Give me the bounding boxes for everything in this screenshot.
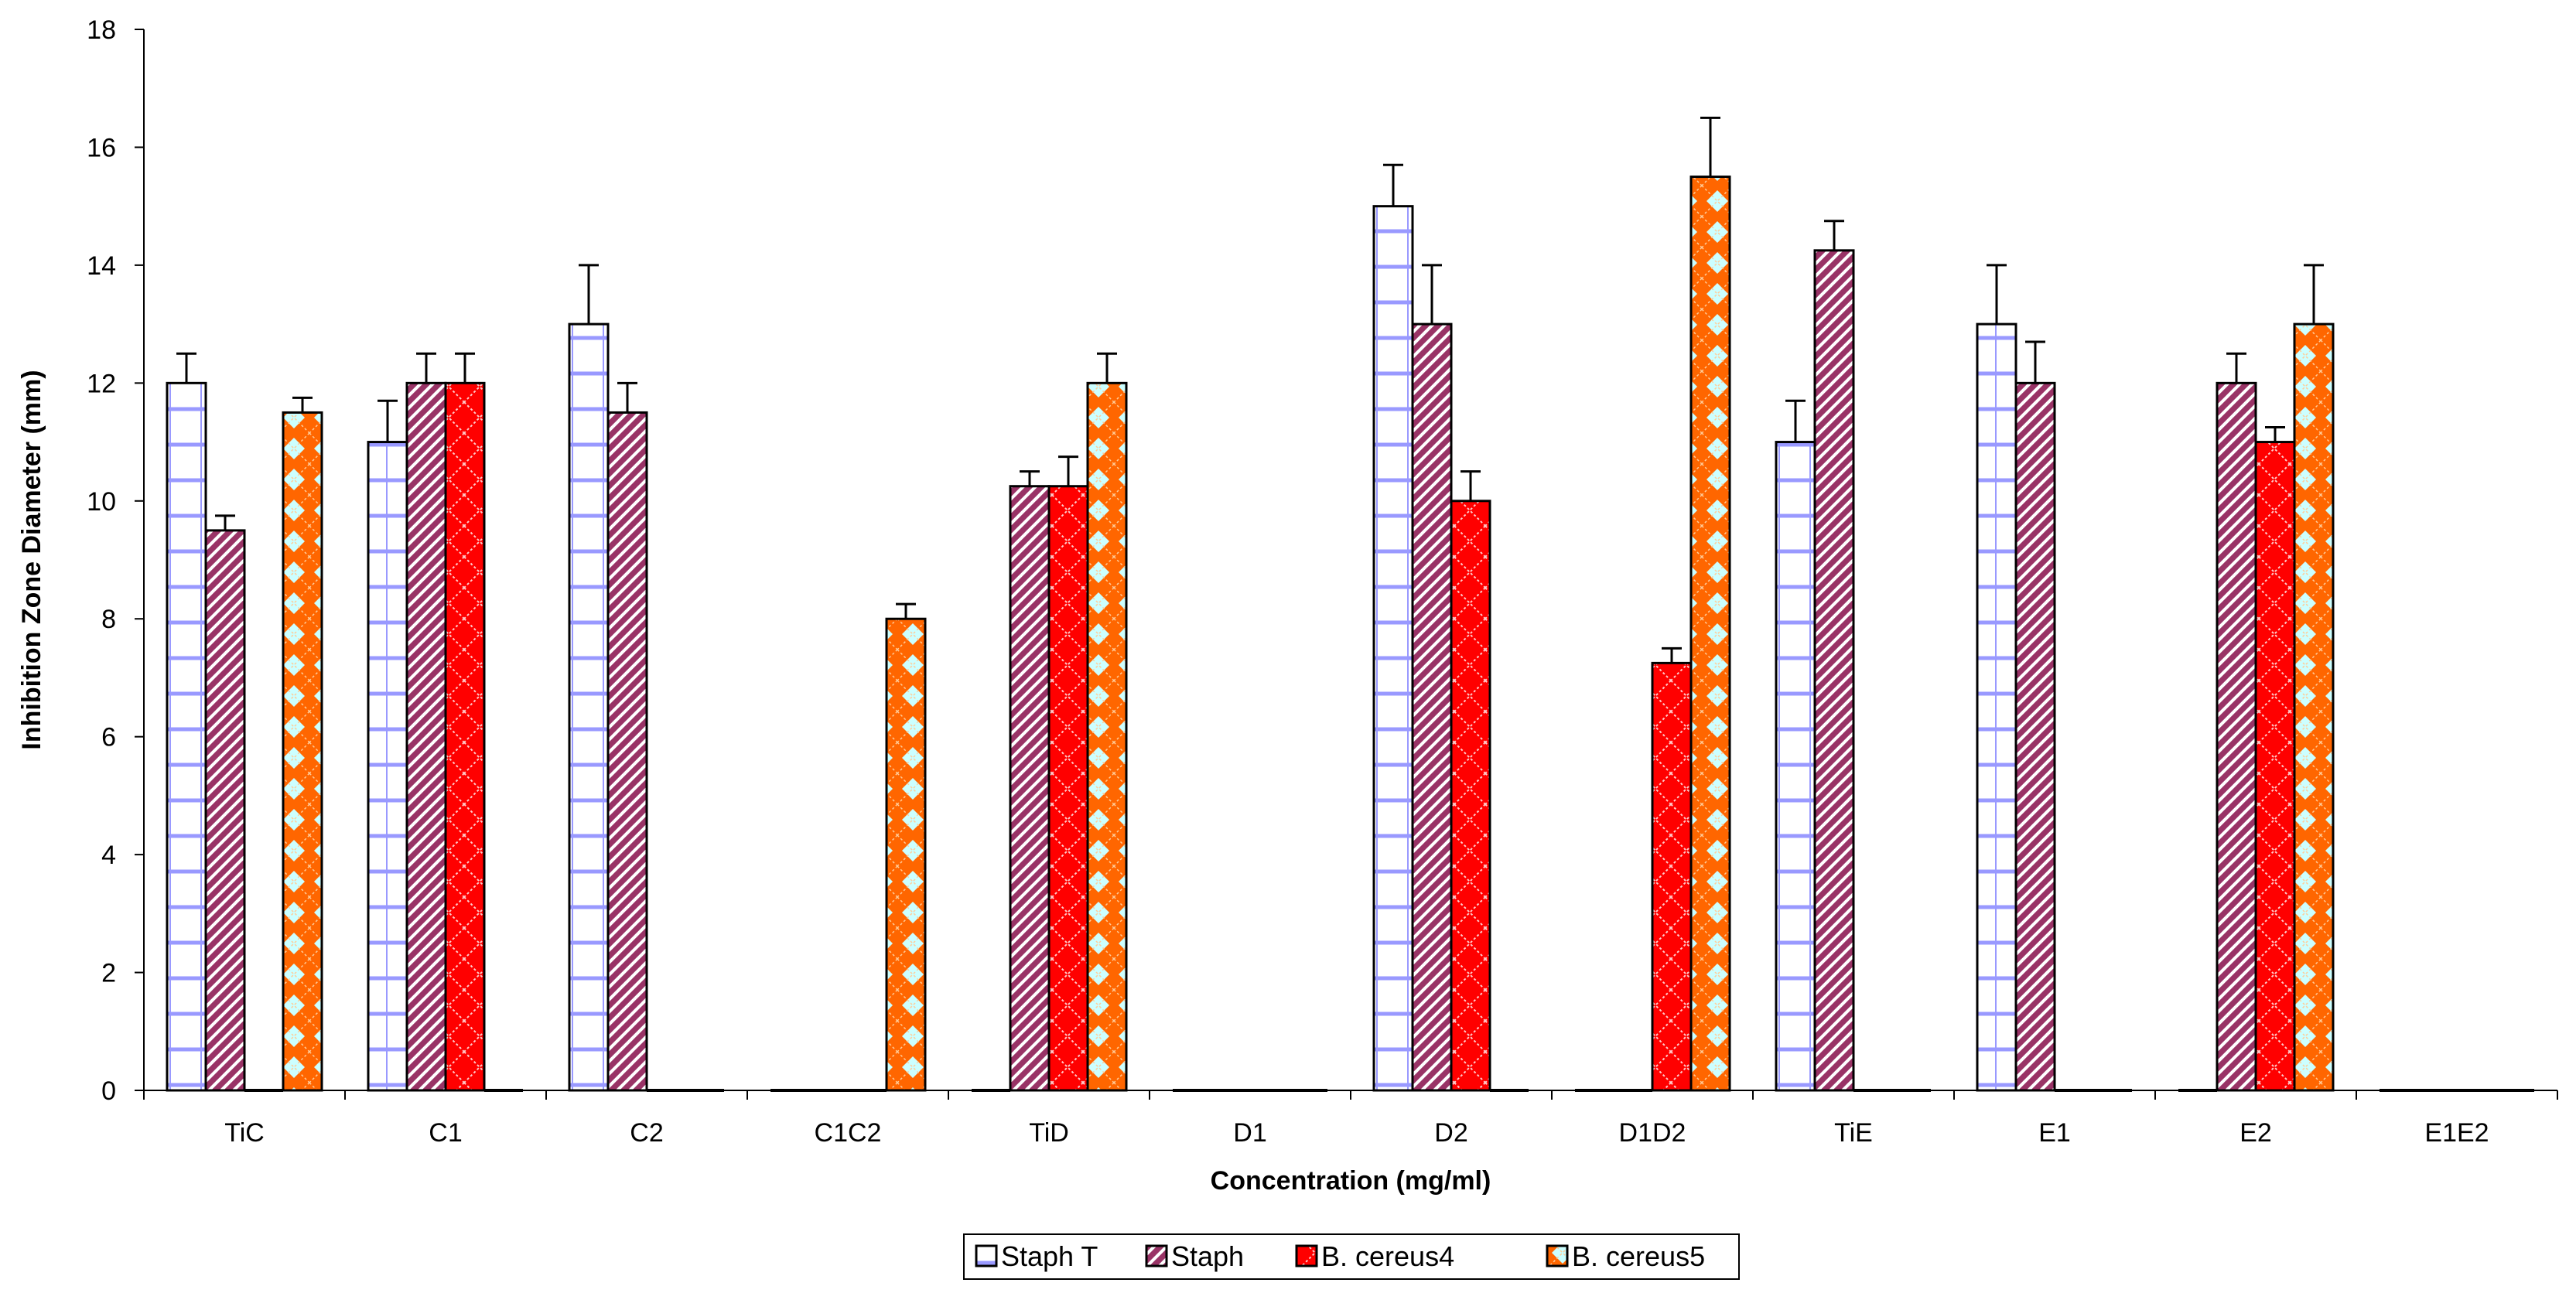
bar-b-cereus5-e2	[2293, 322, 2335, 1092]
bar-b-cereus4-e2	[2254, 441, 2296, 1092]
bar-staph-t-d2	[1372, 205, 1414, 1092]
legend-label: B. cereus4	[1321, 1240, 1454, 1272]
bar-staph-tid	[1009, 485, 1051, 1092]
y-tick-label: 4	[101, 841, 116, 870]
legend-label: B. cereus5	[1572, 1240, 1705, 1272]
y-tick-label: 2	[101, 959, 116, 988]
bar-staph-t-c2	[568, 322, 610, 1092]
x-tick-label: C1	[429, 1118, 462, 1148]
x-axis-ticks: TiC C1 C2 C1C2 TiD D1 D2 D1D2 TiE E1 E2 E1E2	[143, 1090, 2558, 1148]
y-tick-label: 12	[87, 369, 116, 398]
y-tick-label: 16	[87, 133, 116, 162]
x-tick-label: D1	[1233, 1118, 1266, 1148]
x-tick-label: D2	[1434, 1118, 1467, 1148]
y-tick-label: 8	[101, 605, 116, 634]
x-tick-label: TiC	[224, 1118, 265, 1148]
x-tick-label: E1	[2038, 1118, 2071, 1148]
y-tick-label: 10	[87, 487, 116, 517]
legend-label: Staph	[1171, 1240, 1244, 1272]
bar-b-cereus4-d1d2	[1651, 661, 1693, 1092]
bar-staph-tic	[204, 529, 246, 1092]
bar-staph-t-tie	[1775, 441, 1816, 1092]
legend-label: Staph T	[1001, 1240, 1098, 1272]
bar-staph-t-tic	[166, 381, 207, 1092]
bar-b-cereus4-d2	[1450, 500, 1491, 1092]
x-tick-label: TiD	[1029, 1118, 1069, 1148]
x-tick-label: TiE	[1834, 1118, 1873, 1148]
error-bars-group	[176, 116, 2324, 664]
bar-staph-t-e1	[1976, 322, 2017, 1092]
y-axis-title: Inhibition Zone Diameter (mm)	[17, 370, 46, 749]
bar-staph-c2	[606, 411, 648, 1092]
legend-swatch	[1546, 1244, 1569, 1267]
bar-staph-t-c1	[367, 441, 408, 1092]
bar-b-cereus5-d1d2	[1689, 176, 1731, 1092]
bar-staph-e1	[2014, 381, 2056, 1092]
y-axis-ticks: 0 2 4 6 8 10 12 14 16 18	[87, 15, 144, 1106]
x-tick-label: C1C2	[815, 1118, 882, 1148]
legend-swatch	[1295, 1244, 1318, 1267]
bar-b-cereus4-c1	[444, 381, 486, 1092]
y-tick-label: 0	[101, 1076, 116, 1106]
bar-b-cereus5-tic	[282, 411, 323, 1092]
bar-series-group	[166, 176, 2534, 1092]
legend-swatch	[1145, 1244, 1168, 1267]
bar-b-cereus5-c1c2	[885, 617, 927, 1092]
x-tick-label: E1E2	[2424, 1118, 2489, 1148]
bar-staph-e2	[2216, 381, 2257, 1092]
bar-b-cereus5-tid	[1086, 381, 1128, 1092]
bar-staph-tie	[1813, 249, 1855, 1092]
y-tick-label: 6	[101, 723, 116, 752]
y-tick-label: 18	[87, 15, 116, 45]
bar-b-cereus4-tid	[1047, 485, 1089, 1092]
x-tick-label: D1D2	[1619, 1118, 1686, 1148]
legend-swatch	[975, 1244, 998, 1267]
legend: Staph T Staph B. cereus4 B. cereus5	[963, 1233, 1740, 1280]
bar-staph-d2	[1411, 322, 1453, 1092]
bar-staph-c1	[405, 381, 447, 1092]
x-axis-title: Concentration (mg/ml)	[1211, 1166, 1491, 1196]
x-tick-label: C2	[630, 1118, 663, 1148]
x-tick-label: E2	[2239, 1118, 2272, 1148]
y-tick-label: 14	[87, 251, 116, 281]
legend-box	[963, 1233, 1740, 1280]
